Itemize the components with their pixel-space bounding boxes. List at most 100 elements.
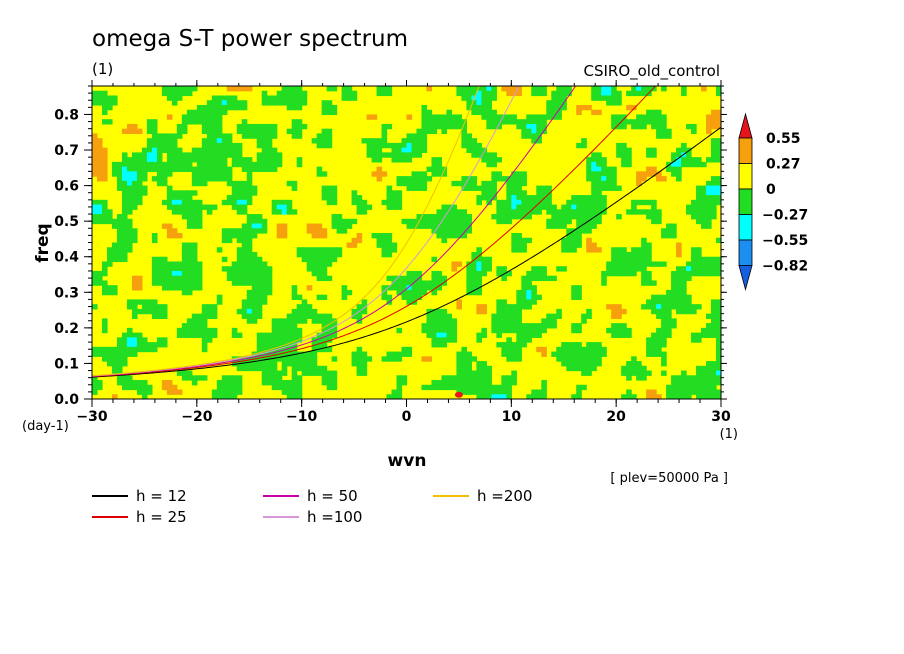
- field-cell: [396, 195, 403, 201]
- field-cell: [471, 380, 477, 386]
- field-cell: [306, 365, 313, 372]
- field-cell: [441, 380, 448, 386]
- field-cell: [696, 157, 702, 163]
- field-cell: [166, 280, 173, 286]
- field-cell: [491, 176, 497, 182]
- field-cell: [126, 176, 133, 182]
- field-cell: [101, 266, 108, 272]
- field-cell: [191, 180, 198, 187]
- field-cell: [306, 285, 313, 291]
- field-cell: [256, 152, 263, 158]
- field-cell: [526, 204, 532, 210]
- field-cell: [416, 176, 423, 182]
- field-cell: [241, 209, 248, 215]
- field-cell: [291, 95, 298, 101]
- field-cell: [531, 138, 537, 144]
- field-cell: [236, 209, 243, 215]
- field-cell: [106, 218, 113, 225]
- field-cell: [616, 308, 622, 315]
- field-cell: [496, 123, 502, 130]
- field-cell: [301, 90, 308, 97]
- field-cell: [506, 119, 512, 125]
- field-cell: [236, 180, 243, 187]
- field-cell: [461, 180, 467, 187]
- field-cell: [596, 109, 602, 116]
- field-cell: [296, 104, 303, 111]
- field-cell: [246, 166, 253, 172]
- field-cell: [241, 190, 248, 196]
- field-cell: [656, 261, 662, 267]
- field-cell: [711, 180, 717, 187]
- field-cell: [696, 304, 702, 310]
- field-cell: [576, 223, 582, 229]
- field-cell: [611, 123, 617, 130]
- field-cell: [396, 356, 403, 362]
- field-cell: [461, 233, 467, 239]
- field-cell: [396, 351, 403, 357]
- field-cell: [196, 209, 203, 215]
- field-cell: [511, 199, 517, 206]
- field-cell: [151, 176, 158, 182]
- field-cell: [486, 195, 492, 201]
- field-cell: [691, 128, 697, 135]
- field-cell: [556, 266, 562, 272]
- field-cell: [406, 157, 413, 163]
- field-cell: [366, 142, 373, 149]
- field-cell: [106, 261, 113, 267]
- field-cell: [206, 204, 213, 210]
- field-cell: [151, 342, 158, 348]
- field-cell: [461, 142, 467, 149]
- field-cell: [286, 209, 293, 215]
- field-cell: [126, 304, 133, 310]
- field-cell: [676, 251, 682, 258]
- field-cell: [396, 394, 403, 399]
- field-cell: [241, 195, 248, 201]
- field-cell: [626, 119, 632, 125]
- field-cell: [571, 247, 577, 253]
- field-cell: [716, 86, 721, 92]
- field-cell: [216, 380, 223, 386]
- field-cell: [551, 223, 557, 229]
- field-cell: [276, 233, 283, 239]
- field-cell: [451, 323, 458, 329]
- field-cell: [236, 190, 243, 196]
- field-cell: [691, 161, 697, 168]
- field-cell: [186, 256, 193, 263]
- field-cell: [641, 304, 647, 310]
- field-cell: [331, 356, 338, 362]
- field-cell: [321, 256, 328, 263]
- field-cell: [126, 375, 133, 381]
- field-cell: [141, 299, 148, 305]
- field-cell: [501, 375, 507, 381]
- field-cell: [561, 86, 567, 92]
- x-unit-label: (1): [720, 427, 738, 442]
- field-cell: [151, 266, 158, 272]
- field-cell: [161, 275, 168, 282]
- field-cell: [496, 199, 502, 206]
- field-cell: [331, 214, 338, 220]
- field-cell: [186, 247, 193, 253]
- field-cell: [651, 166, 657, 172]
- field-cell: [221, 138, 228, 144]
- field-cell: [121, 346, 128, 353]
- field-cell: [566, 90, 572, 97]
- field-cell: [521, 285, 527, 291]
- field-cell: [481, 190, 487, 196]
- field-cell: [716, 119, 721, 125]
- field-cell: [621, 323, 627, 329]
- field-cell: [246, 128, 253, 135]
- field-cell: [156, 147, 163, 153]
- field-cell: [676, 161, 682, 168]
- field-cell: [101, 280, 108, 286]
- field-cell: [316, 171, 323, 177]
- field-cell: [101, 166, 108, 172]
- field-cell: [461, 176, 467, 182]
- field-cell: [506, 218, 512, 225]
- field-cell: [466, 370, 472, 376]
- field-cell: [321, 233, 328, 239]
- field-cell: [696, 266, 702, 272]
- field-cell: [521, 133, 527, 139]
- field-cell: [446, 380, 453, 386]
- field-cell: [466, 380, 472, 386]
- field-cell: [491, 95, 497, 101]
